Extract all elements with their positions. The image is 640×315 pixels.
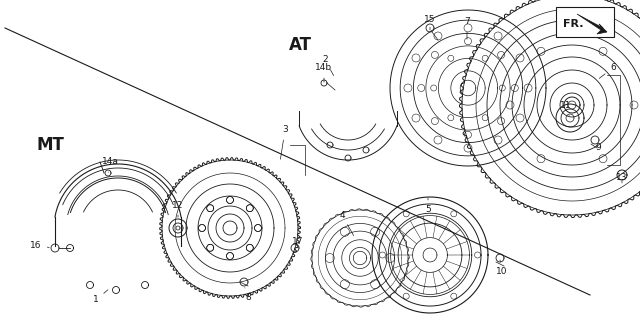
Text: 10: 10 [496,260,508,277]
Text: 9: 9 [595,144,601,152]
Text: 5: 5 [425,198,431,215]
Text: 7: 7 [464,18,470,39]
FancyBboxPatch shape [556,7,614,37]
Text: 6: 6 [599,64,616,78]
Text: AT: AT [289,36,312,54]
Text: 8: 8 [245,288,251,302]
Polygon shape [577,14,607,34]
Text: 14a: 14a [102,158,118,172]
Text: FR.: FR. [563,19,583,29]
Text: 3: 3 [280,125,288,159]
Text: 11: 11 [560,100,572,115]
Text: MT: MT [36,136,64,154]
Text: 16: 16 [30,240,49,249]
Text: 17: 17 [292,238,304,250]
Text: 1: 1 [93,290,108,305]
Text: 4: 4 [339,210,354,236]
Text: 12: 12 [172,201,184,217]
Text: 14b: 14b [316,64,333,82]
Text: 13: 13 [616,174,628,183]
Text: 2: 2 [322,55,333,76]
Text: 15: 15 [424,15,436,30]
